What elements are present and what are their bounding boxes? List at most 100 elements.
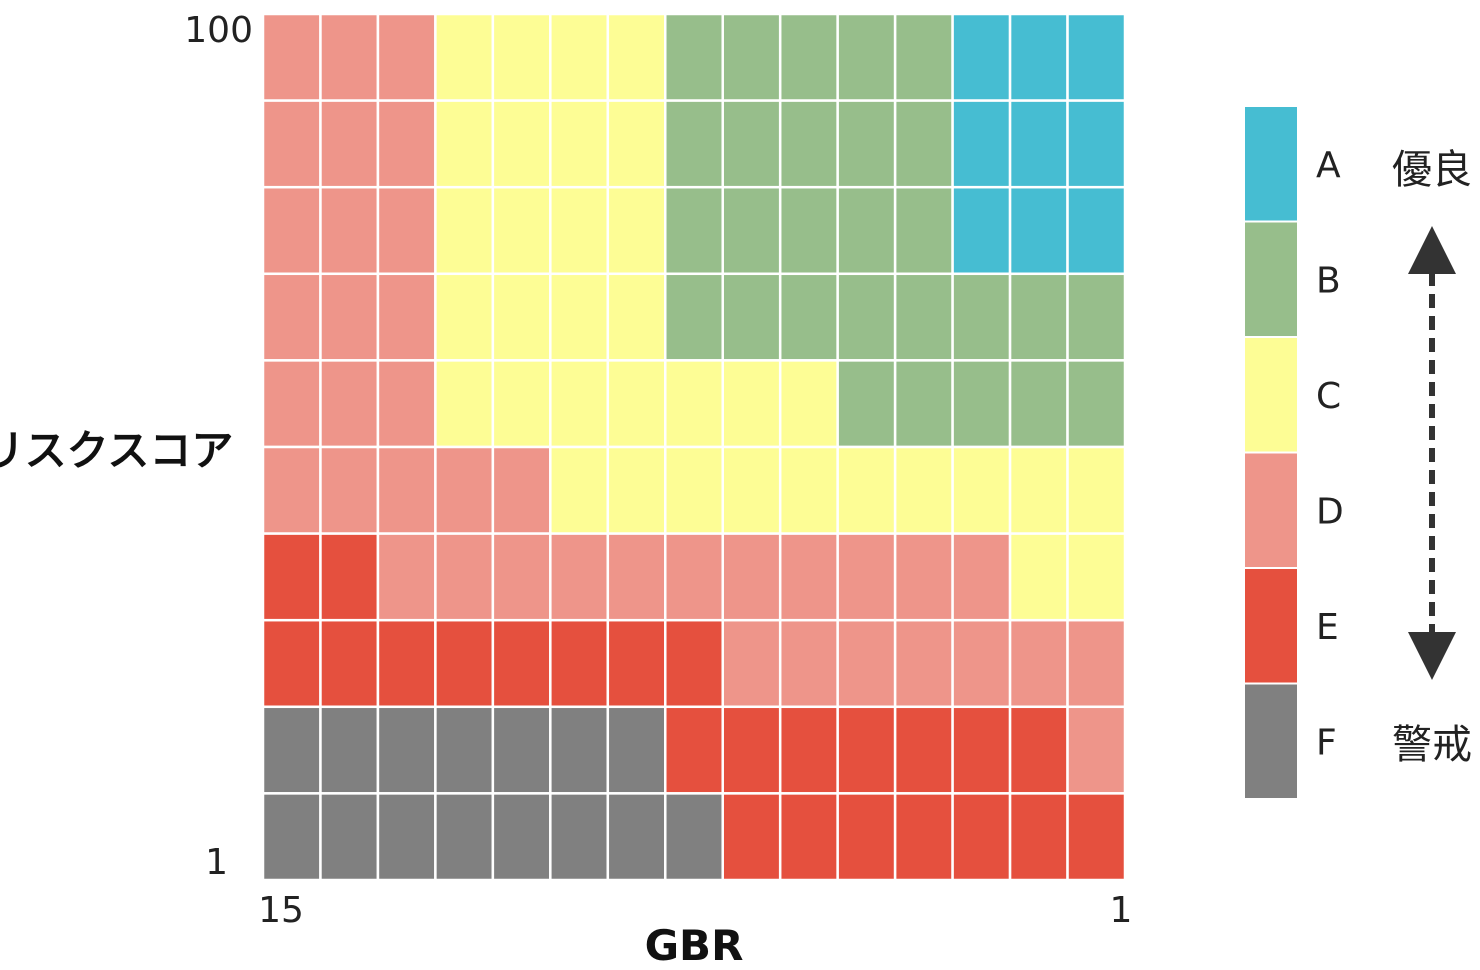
heatmap-cell-r1-c1-grade-d (261, 12, 322, 102)
heatmap-cell-r5-c15-grade-b (1066, 359, 1127, 449)
legend-bottom-word: 警戒 (1392, 722, 1472, 768)
heatmap-cell-r9-c3-grade-f (376, 705, 437, 795)
heatmap-cell-r9-c13-grade-e (951, 705, 1012, 795)
heatmap-cell-r10-c15-grade-e (1066, 792, 1127, 882)
heatmap-cell-r4-c4-grade-c (434, 272, 495, 362)
heatmap-cell-r8-c9-grade-d (721, 618, 782, 709)
heatmap-cell-r9-c10-grade-e (778, 705, 839, 795)
heatmap-cell-r9-c4-grade-f (434, 705, 495, 795)
heatmap-cell-r5-c1-grade-d (261, 359, 322, 449)
heatmap-cell-r6-c4-grade-d (434, 445, 495, 535)
heatmap-cell-r7-c1-grade-e (261, 532, 322, 622)
heatmap-cell-r7-c2-grade-e (319, 532, 380, 622)
heatmap-cell-r2-c6-grade-c (549, 99, 610, 189)
heatmap-cell-r8-c7-grade-e (606, 618, 667, 709)
legend-swatch-f (1243, 682, 1299, 800)
heatmap-cell-r8-c8-grade-e (664, 618, 724, 709)
heatmap-cell-r6-c5-grade-d (491, 445, 552, 535)
heatmap-cell-r6-c6-grade-c (549, 445, 610, 535)
legend-top-word: 優良 (1392, 147, 1472, 193)
heatmap-cell-r5-c4-grade-c (434, 359, 495, 449)
legend-label-b: B (1316, 260, 1341, 301)
heatmap-cell-r1-c9-grade-b (721, 12, 782, 102)
heatmap-cell-r4-c3-grade-d (376, 272, 437, 362)
heatmap-cell-r6-c10-grade-c (778, 445, 839, 535)
heatmap-cell-r7-c8-grade-d (664, 532, 724, 622)
heatmap-cell-r8-c2-grade-e (319, 618, 380, 709)
heatmap-cell-r1-c13-grade-a (951, 12, 1012, 102)
heatmap-cell-r1-c11-grade-b (836, 12, 897, 102)
heatmap-cell-r5-c11-grade-b (836, 359, 897, 449)
heatmap-cell-r7-c14-grade-c (1008, 532, 1069, 622)
heatmap-cell-r7-c7-grade-d (606, 532, 667, 622)
heatmap-cell-r10-c7-grade-f (606, 792, 667, 882)
heatmap-cell-r2-c4-grade-c (434, 99, 495, 189)
heatmap-cell-r7-c15-grade-c (1066, 532, 1127, 622)
heatmap-cell-r7-c4-grade-d (434, 532, 495, 622)
heatmap-cell-r4-c10-grade-b (778, 272, 839, 362)
heatmap-cell-r3-c6-grade-c (549, 185, 610, 276)
heatmap-cell-r2-c14-grade-a (1008, 99, 1069, 189)
heatmap-cell-r10-c6-grade-f (549, 792, 610, 882)
heatmap-cell-r3-c13-grade-a (951, 185, 1012, 276)
heatmap-cell-r5-c8-grade-c (664, 359, 724, 449)
heatmap-cell-r6-c11-grade-c (836, 445, 897, 535)
heatmap-cell-r8-c6-grade-e (549, 618, 610, 709)
heatmap-cell-r6-c1-grade-d (261, 445, 322, 535)
legend-label-a: A (1316, 145, 1341, 186)
heatmap-cell-r10-c8-grade-f (664, 792, 724, 882)
legend-label-d: D (1316, 491, 1344, 532)
heatmap-cell-r3-c4-grade-c (434, 185, 495, 276)
legend-swatch-d (1243, 451, 1299, 569)
heatmap-cell-r4-c12-grade-b (893, 272, 954, 362)
grade-legend: A B C D E F (1243, 105, 1344, 800)
legend-swatch-e (1243, 567, 1299, 685)
heatmap-cell-r3-c14-grade-a (1008, 185, 1069, 276)
x-tick-left: 15 (258, 890, 304, 931)
heatmap-cell-r6-c7-grade-c (606, 445, 667, 535)
heatmap-cells (261, 12, 1127, 882)
heatmap-cell-r4-c13-grade-b (951, 272, 1012, 362)
heatmap-cell-r9-c5-grade-f (491, 705, 552, 795)
heatmap-cell-r6-c3-grade-d (376, 445, 437, 535)
heatmap-cell-r7-c11-grade-d (836, 532, 897, 622)
heatmap-cell-r2-c9-grade-b (721, 99, 782, 189)
heatmap-cell-r7-c10-grade-d (778, 532, 839, 622)
heatmap-cell-r9-c1-grade-f (261, 705, 322, 795)
heatmap-cell-r10-c5-grade-f (491, 792, 552, 882)
heatmap-cell-r4-c1-grade-d (261, 272, 322, 362)
heatmap-cell-r9-c9-grade-e (721, 705, 782, 795)
heatmap-cell-r10-c10-grade-e (778, 792, 839, 882)
heatmap-cell-r3-c11-grade-b (836, 185, 897, 276)
heatmap-cell-r10-c4-grade-f (434, 792, 495, 882)
heatmap-cell-r9-c2-grade-f (319, 705, 380, 795)
x-tick-right: 1 (1110, 890, 1133, 931)
heatmap-cell-r5-c3-grade-d (376, 359, 437, 449)
heatmap-cell-r2-c8-grade-b (664, 99, 724, 189)
heatmap-cell-r2-c11-grade-b (836, 99, 897, 189)
heatmap-cell-r9-c11-grade-e (836, 705, 897, 795)
heatmap-cell-r10-c9-grade-e (721, 792, 782, 882)
heatmap-cell-r9-c8-grade-e (664, 705, 724, 795)
heatmap-cell-r5-c2-grade-d (319, 359, 380, 449)
y-tick-top: 100 (184, 10, 253, 51)
heatmap-cell-r2-c12-grade-b (893, 99, 954, 189)
legend-swatch-b (1243, 220, 1299, 338)
heatmap-cell-r5-c10-grade-c (778, 359, 839, 449)
heatmap-cell-r8-c14-grade-d (1008, 618, 1069, 709)
legend-label-f: F (1316, 722, 1337, 763)
heatmap-cell-r1-c8-grade-b (664, 12, 724, 102)
heatmap-cell-r7-c13-grade-d (951, 532, 1012, 622)
heatmap-cell-r3-c15-grade-a (1066, 185, 1127, 276)
heatmap-cell-r4-c15-grade-b (1066, 272, 1127, 362)
heatmap-cell-r2-c15-grade-a (1066, 99, 1127, 189)
heatmap-cell-r2-c7-grade-c (606, 99, 667, 189)
heatmap-cell-r7-c3-grade-d (376, 532, 437, 622)
heatmap-cell-r5-c6-grade-c (549, 359, 610, 449)
heatmap-cell-r5-c7-grade-c (606, 359, 667, 449)
heatmap-cell-r4-c11-grade-b (836, 272, 897, 362)
y-axis-title: リスクスコア (0, 426, 233, 475)
heatmap-cell-r8-c13-grade-d (951, 618, 1012, 709)
x-axis-title: GBR (645, 921, 744, 970)
heatmap-cell-r3-c5-grade-c (491, 185, 552, 276)
